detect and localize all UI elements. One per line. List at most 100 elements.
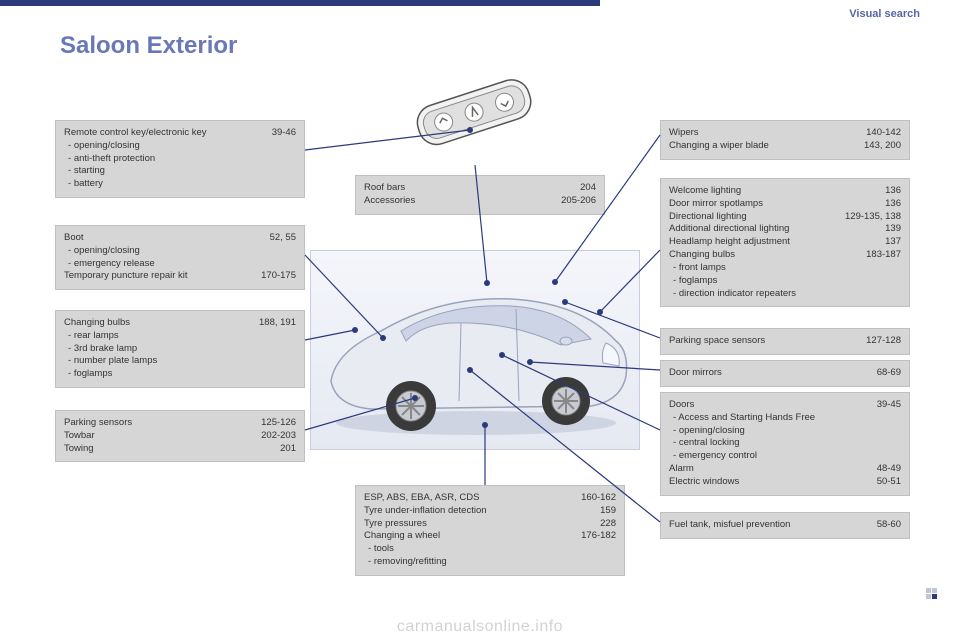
info-pages: 160-162: [581, 492, 616, 505]
info-sublist: opening/closinganti-theft protectionstar…: [64, 140, 296, 191]
info-pages: 39-45: [877, 399, 901, 412]
box-boot: Boot 52, 55 opening/closingemergency rel…: [55, 225, 305, 290]
info-label: Towbar: [64, 430, 255, 443]
info-subitem: battery: [64, 178, 296, 191]
info-subitem: direction indicator repeaters: [669, 288, 901, 301]
box-door-mirrors: Door mirrors 68-69: [660, 360, 910, 387]
info-label: Wipers: [669, 127, 860, 140]
box-doors: Doors 39-45 Access and Starting Hands Fr…: [660, 392, 910, 496]
info-label: Parking sensors: [64, 417, 255, 430]
info-sublist: Access and Starting Hands Freeopening/cl…: [669, 412, 901, 463]
info-pages: 58-60: [877, 519, 901, 532]
info-subitem: central locking: [669, 437, 901, 450]
watermark: carmanualsonline.info: [397, 618, 563, 636]
page-title: Saloon Exterior: [60, 32, 237, 60]
info-subitem: emergency release: [64, 258, 296, 271]
info-subitem: number plate lamps: [64, 355, 296, 368]
info-pages: 204: [580, 182, 596, 195]
info-subitem: foglamps: [669, 275, 901, 288]
info-pages: 183-187: [866, 249, 901, 262]
info-row: Changing a wheel 176-182: [364, 530, 616, 543]
info-sublist: toolsremoving/refitting: [364, 543, 616, 569]
info-label: Boot: [64, 232, 264, 245]
info-subitem: anti-theft protection: [64, 153, 296, 166]
info-row: Electric windows 50-51: [669, 476, 901, 489]
door2-dot: [527, 359, 533, 365]
info-label: ESP, ABS, EBA, ASR, CDS: [364, 492, 575, 505]
info-sublist: rear lamps3rd brake lampnumber plate lam…: [64, 330, 296, 381]
info-sublist: opening/closingemergency release: [64, 245, 296, 271]
info-pages: 129-135, 138: [845, 211, 901, 224]
info-pages: 139: [885, 223, 901, 236]
info-label: Door mirrors: [669, 367, 871, 380]
info-row: Remote control key/electronic key 39-46: [64, 127, 296, 140]
info-sublist: front lampsfoglampsdirection indicator r…: [669, 262, 901, 300]
info-row: Towing 201: [64, 443, 296, 456]
info-pages: 176-182: [581, 530, 616, 543]
info-label: Changing bulbs: [669, 249, 860, 262]
info-row: Tyre under-inflation detection 159: [364, 505, 616, 518]
remote-key-illustration: [395, 70, 555, 160]
box-wipers: Wipers 140-142 Changing a wiper blade 14…: [660, 120, 910, 160]
box-changing-bulbs-rear: Changing bulbs 188, 191 rear lamps3rd br…: [55, 310, 305, 388]
info-subitem: 3rd brake lamp: [64, 343, 296, 356]
info-label: Headlamp height adjustment: [669, 236, 879, 249]
info-row: ESP, ABS, EBA, ASR, CDS 160-162: [364, 492, 616, 505]
box-remote-key: Remote control key/electronic key 39-46 …: [55, 120, 305, 198]
info-label: Fuel tank, misfuel prevention: [669, 519, 871, 532]
info-label: Temporary puncture repair kit: [64, 270, 255, 283]
info-row: Changing bulbs 183-187: [669, 249, 901, 262]
info-pages: 48-49: [877, 463, 901, 476]
info-pages: 143, 200: [864, 140, 901, 153]
info-pages: 140-142: [866, 127, 901, 140]
info-pages: 159: [600, 505, 616, 518]
info-row: Accessories 205-206: [364, 195, 596, 208]
info-row: Changing bulbs 188, 191: [64, 317, 296, 330]
info-row: Parking sensors 125-126: [64, 417, 296, 430]
wiper-dot: [552, 279, 558, 285]
info-pages: 170-175: [261, 270, 296, 283]
info-row: Temporary puncture repair kit 170-175: [64, 270, 296, 283]
info-row: Fuel tank, misfuel prevention 58-60: [669, 519, 901, 532]
info-label: Changing bulbs: [64, 317, 253, 330]
boot-dot: [380, 335, 386, 341]
info-label: Electric windows: [669, 476, 871, 489]
info-pages: 202-203: [261, 430, 296, 443]
info-subitem: opening/closing: [669, 425, 901, 438]
info-label: Roof bars: [364, 182, 574, 195]
info-label: Remote control key/electronic key: [64, 127, 266, 140]
info-pages: 136: [885, 185, 901, 198]
info-label: Doors: [669, 399, 871, 412]
info-subitem: front lamps: [669, 262, 901, 275]
info-label: Directional lighting: [669, 211, 839, 224]
info-subitem: foglamps: [64, 368, 296, 381]
info-label: Changing a wiper blade: [669, 140, 858, 153]
info-row: Door mirrors 68-69: [669, 367, 901, 380]
info-pages: 188, 191: [259, 317, 296, 330]
info-pages: 136: [885, 198, 901, 211]
info-pages: 137: [885, 236, 901, 249]
info-subitem: rear lamps: [64, 330, 296, 343]
box-parking-space: Parking space sensors 127-128: [660, 328, 910, 355]
door-dot: [499, 352, 505, 358]
info-row: Welcome lighting 136: [669, 185, 901, 198]
box-parking-towbar: Parking sensors 125-126 Towbar 202-203 T…: [55, 410, 305, 462]
info-row: Directional lighting 129-135, 138: [669, 211, 901, 224]
box-fuel: Fuel tank, misfuel prevention 58-60: [660, 512, 910, 539]
info-label: Alarm: [669, 463, 871, 476]
info-subitem: emergency control: [669, 450, 901, 463]
info-pages: 228: [600, 518, 616, 531]
section-label: Visual search: [849, 8, 920, 20]
info-pages: 125-126: [261, 417, 296, 430]
info-row: Roof bars 204: [364, 182, 596, 195]
info-pages: 39-46: [272, 127, 296, 140]
rear-bulbs-dot: [352, 327, 358, 333]
info-label: Tyre under-inflation detection: [364, 505, 594, 518]
info-pages: 50-51: [877, 476, 901, 489]
info-row: Headlamp height adjustment 137: [669, 236, 901, 249]
info-label: Door mirror spotlamps: [669, 198, 879, 211]
info-row: Changing a wiper blade 143, 200: [669, 140, 901, 153]
info-row: Boot 52, 55: [64, 232, 296, 245]
info-pages: 127-128: [866, 335, 901, 348]
info-row: Parking space sensors 127-128: [669, 335, 901, 348]
